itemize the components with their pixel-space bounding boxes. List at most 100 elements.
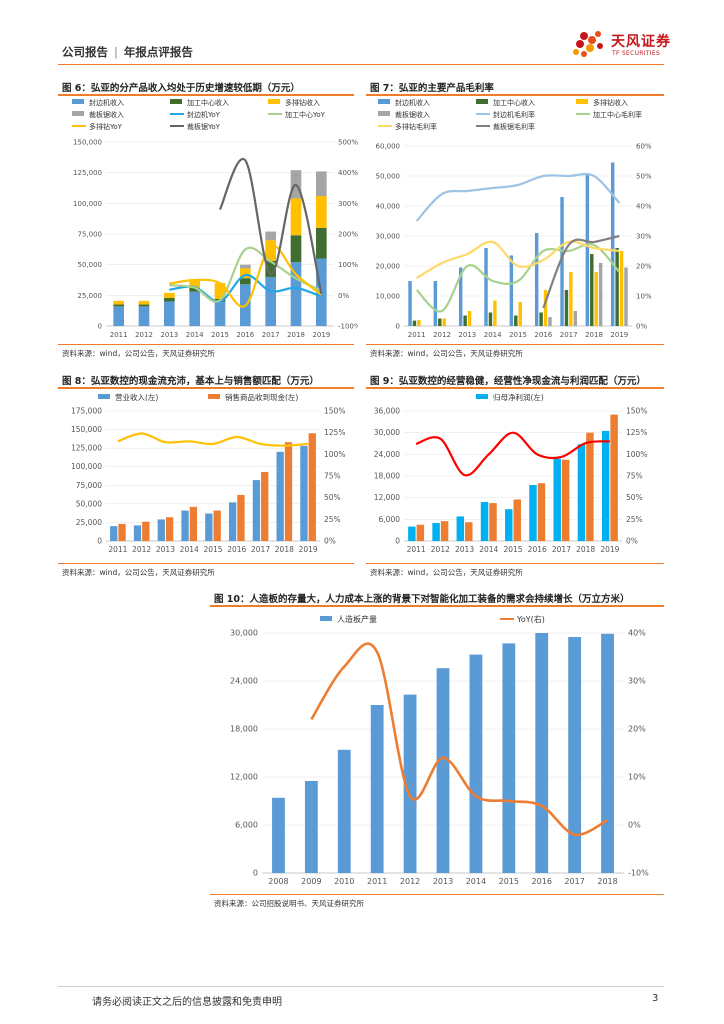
fig6-ytick-left: 0: [98, 323, 102, 331]
fig7-bar: [615, 248, 619, 326]
fig10-bar: [535, 633, 549, 873]
fig9-bar: [440, 521, 449, 541]
fig9-ytick-right: 25%: [626, 515, 643, 524]
fig8-bar: [157, 519, 165, 541]
fig7-bar: [412, 320, 417, 326]
fig7-bar: [463, 315, 467, 326]
fig7-xtick: 2019: [610, 331, 628, 339]
fig9-ytick-right: 75%: [626, 472, 643, 481]
fig6-ytick-right: 200%: [338, 231, 358, 239]
fig8-ytick-left: 0: [97, 537, 102, 546]
fig10-chart: 30,000 24,000 18,000 12,000 6,000 0 40% 30% 20% 1…: [230, 614, 649, 886]
fig8-legend-swatch: [208, 394, 220, 399]
fig7-bar: [534, 233, 539, 326]
fig7-bar: [438, 318, 442, 326]
fig8-bar: [237, 494, 245, 541]
fig7-source: 资料来源：wind，公司公告，天风证券研究所: [370, 349, 523, 358]
fig9-ytick-right: 125%: [626, 428, 647, 437]
fig6-bar: [316, 171, 327, 196]
fig10-ytick-left: 18,000: [230, 725, 258, 734]
fig8-title: 图 8：弘亚数控的现金流充沛，基本上与销售额匹配（万元）: [62, 376, 319, 387]
fig8-bar: [228, 502, 237, 541]
fig8-xtick: 2012: [132, 545, 151, 554]
fig6-xtick: 2019: [312, 331, 330, 339]
fig8-xtick: 2011: [108, 545, 127, 554]
fig9-source-rule: [366, 563, 664, 564]
fig7-legend-label: 多排钻收入: [593, 98, 628, 107]
fig6-bar: [138, 304, 150, 307]
fig7-ytick-right: 40%: [636, 203, 652, 211]
fig7-bar: [548, 317, 552, 326]
fig9-bar: [465, 522, 473, 541]
fig7-legend-swatch: [378, 111, 390, 116]
fig6-bar: [113, 306, 124, 326]
fig8-ytick-left: 25,000: [76, 518, 102, 527]
fig7-bar: [539, 312, 543, 326]
fig10-ytick-right: 0%: [628, 821, 641, 830]
fig6-ytick-right: -100%: [338, 323, 358, 331]
fig7-legend-label: 裁板锯收入: [395, 110, 430, 119]
fig8-ytick-left: 125,000: [71, 444, 102, 453]
fig6-xtick: 2013: [160, 331, 178, 339]
fig6-bar: [316, 195, 327, 228]
fig7-bar: [569, 272, 573, 326]
fig6-title-rule: [58, 94, 354, 96]
fig9-bar: [577, 444, 586, 541]
fig10-bar: [370, 705, 384, 873]
fig8-bar: [300, 445, 308, 541]
fig6-xtick: 2015: [211, 331, 229, 339]
fig6-ytick-right: 300%: [338, 200, 358, 208]
fig9-ytick-right: 150%: [626, 407, 647, 416]
fig6-bar: [138, 306, 150, 326]
fig10-ytick-right: 10%: [628, 773, 646, 782]
fig7-legend-swatch: [378, 99, 390, 104]
fig6-series-line: [218, 157, 323, 295]
fig8-bar: [133, 525, 142, 541]
fig6-ytick-right: 400%: [338, 169, 358, 177]
fig6-bar: [265, 240, 276, 261]
fig8-ytick-right: 0%: [324, 537, 336, 546]
fig9-ytick-right: 0%: [626, 537, 638, 546]
fig10-legend-label: 人造板产量: [337, 614, 377, 624]
fig10-title: 图 10：人造板的存量大，人力成本上涨的背景下对智能化加工装备的需求会持续增长（…: [214, 594, 630, 605]
fig6-xtick: 2017: [262, 331, 280, 339]
fig10-legend-label: YoY(右): [516, 614, 545, 624]
fig10-ytick-left: 24,000: [230, 677, 258, 686]
fig10-ytick-left: 12,000: [230, 773, 258, 782]
fig9-ytick-left: 6,000: [379, 515, 401, 524]
fig7-bar: [417, 320, 421, 326]
fig7-series-line: [416, 240, 620, 279]
fig6-legend-swatch: [268, 99, 280, 104]
fig7-bar: [458, 267, 463, 326]
fig6-legend-swatch: [72, 99, 84, 104]
footer-disclaimer: 请务必阅读正文之后的信息披露和免责申明: [92, 997, 282, 1008]
fig7-legend-label: 加工中心收入: [493, 98, 535, 107]
fig8-ytick-right: 125%: [324, 428, 345, 437]
fig8-ytick-left: 75,000: [76, 481, 102, 490]
fig7-ytick-right: 20%: [636, 263, 652, 271]
fig7-bar: [518, 302, 522, 326]
fig8-ytick-left: 50,000: [76, 499, 102, 508]
fig6-bar: [189, 280, 200, 288]
fig7-xtick: 2017: [560, 331, 578, 339]
fig9-ytick-left: 36,000: [374, 407, 400, 416]
fig8-chart: 175,000 150,000 125,000 100,000 75,000 50,000…: [71, 392, 345, 554]
fig10-series-line: [310, 642, 609, 837]
fig8-bar: [118, 523, 126, 541]
fig9-title-rule: [366, 387, 664, 389]
fig9-xtick: 2016: [528, 545, 547, 554]
fig8-ytick-right: 100%: [324, 450, 345, 459]
fig6-bar: [240, 278, 251, 285]
fig10-bar: [304, 781, 318, 873]
fig7-series-line: [542, 234, 620, 309]
fig9-xtick: 2013: [455, 545, 474, 554]
fig10-source-rule: [210, 894, 664, 895]
fig7-bar: [590, 254, 594, 326]
fig6-legend-swatch: [170, 99, 182, 104]
fig6-bar: [113, 304, 124, 307]
fig8-ytick-left: 150,000: [71, 425, 102, 434]
fig10-source: 资料来源：公司招股说明书、天风证券研究所: [214, 899, 364, 908]
fig8-ytick-left: 175,000: [71, 407, 102, 416]
fig6-ytick-right: 0%: [338, 292, 349, 300]
fig7-xtick: 2012: [433, 331, 451, 339]
